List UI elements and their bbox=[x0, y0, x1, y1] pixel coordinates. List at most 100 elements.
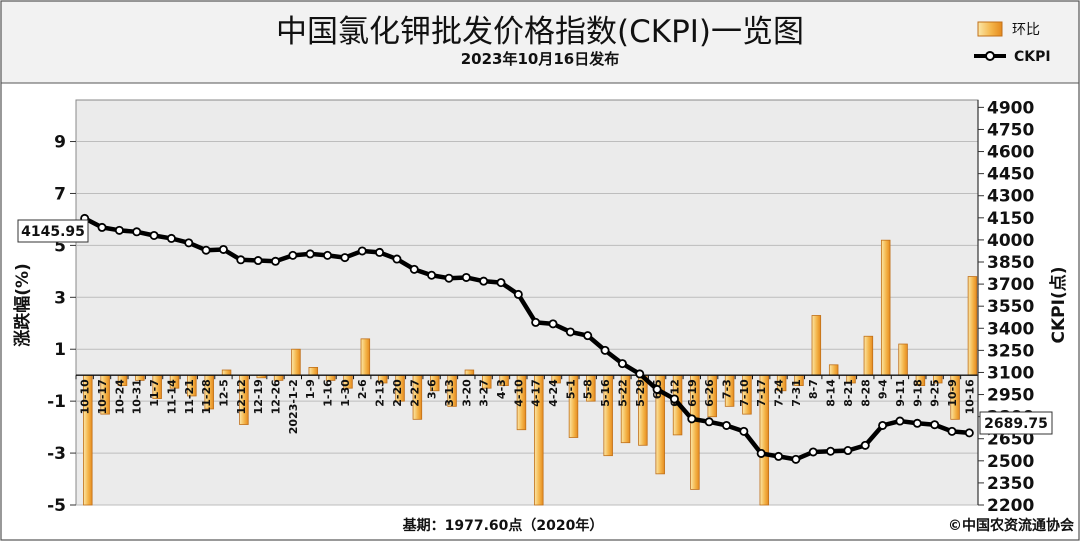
ckpi-point-12-19 bbox=[253, 256, 263, 266]
ckpi-point-10-16 bbox=[964, 428, 974, 438]
left-tick-label: 7 bbox=[54, 184, 66, 204]
bar-8-14 bbox=[828, 364, 839, 376]
left-tick-label: 1 bbox=[54, 340, 66, 360]
left-tick-label: 5 bbox=[54, 236, 66, 256]
last-value-callout: 2689.75 bbox=[979, 411, 1053, 435]
bar-2-6 bbox=[360, 338, 371, 376]
x-tick-label: 7-24 bbox=[773, 379, 786, 407]
legend-line-marker bbox=[985, 51, 995, 61]
x-tick-label: 2-6 bbox=[356, 379, 369, 399]
x-tick-label: 11-21 bbox=[183, 379, 196, 414]
right-tick-label: 4600 bbox=[987, 143, 1034, 163]
ckpi-point-3-27 bbox=[479, 276, 489, 286]
ckpi-point-7-10 bbox=[739, 426, 749, 436]
left-tick-label: -5 bbox=[47, 496, 66, 516]
source-credit: ©中国农资流通协会 bbox=[948, 517, 1075, 534]
header-band bbox=[0, 0, 1080, 84]
x-tick-label: 12-26 bbox=[269, 379, 282, 415]
ckpi-point-2-6 bbox=[357, 246, 367, 256]
ckpi-point-10-31 bbox=[132, 227, 142, 237]
x-tick-label: 2023-1-2 bbox=[287, 379, 300, 434]
ckpi-point-4-3 bbox=[496, 278, 506, 288]
ckpi-point-7-31 bbox=[791, 454, 801, 464]
ckpi-point-3-20 bbox=[461, 272, 471, 282]
ckpi-point-8-21 bbox=[843, 446, 853, 456]
ckpi-point-5-8 bbox=[583, 331, 593, 341]
right-tick-label: 2500 bbox=[987, 452, 1034, 472]
x-tick-label: 10-10 bbox=[79, 379, 92, 415]
x-tick-label: 6-19 bbox=[686, 379, 699, 407]
ckpi-point-2-13 bbox=[375, 247, 385, 257]
x-tick-label: 3-13 bbox=[443, 379, 456, 407]
last-value-label: 2689.75 bbox=[984, 416, 1048, 432]
x-axis-labels: 10-10 10-17 10-24 10-31 11-7 11-14 11-21 11-28 1… bbox=[79, 379, 977, 434]
ckpi-point-12-12 bbox=[236, 255, 246, 265]
ckpi-point-1-9 bbox=[305, 249, 315, 259]
ckpi-point-10-24 bbox=[114, 225, 124, 235]
bar-12-5 bbox=[221, 369, 232, 376]
plot-area bbox=[75, 99, 979, 506]
x-tick-label: 5-22 bbox=[616, 379, 629, 407]
x-tick-label: 1-30 bbox=[339, 379, 352, 407]
x-tick-label: 6-26 bbox=[703, 379, 716, 407]
x-tick-label: 2-27 bbox=[408, 379, 421, 407]
x-tick-label: 10-17 bbox=[96, 379, 109, 414]
x-tick-label: 9-18 bbox=[911, 379, 924, 407]
ckpi-point-6-19 bbox=[687, 414, 697, 424]
x-tick-label: 8-7 bbox=[807, 379, 820, 399]
page-title: 中国氯化钾批发价格指数(CKPI)一览图 bbox=[276, 14, 804, 50]
x-tick-label: 3-20 bbox=[460, 379, 473, 407]
x-tick-label: 4-3 bbox=[495, 379, 508, 399]
x-tick-label: 5-8 bbox=[582, 379, 595, 399]
right-tick-label: 4450 bbox=[987, 165, 1034, 185]
bar-8-7 bbox=[811, 315, 822, 376]
left-tick-label: -1 bbox=[47, 392, 66, 412]
x-tick-label: 9-11 bbox=[894, 379, 907, 407]
ckpi-point-4-24 bbox=[548, 319, 558, 329]
ckpi-point-2023-1-2 bbox=[288, 250, 298, 260]
ckpi-point-10-9 bbox=[947, 426, 957, 436]
ckpi-point-10-17 bbox=[97, 222, 107, 232]
left-tick-label: -3 bbox=[47, 444, 66, 464]
right-tick-label: 2200 bbox=[987, 496, 1034, 516]
x-tick-label: 7-3 bbox=[720, 379, 733, 399]
right-tick-label: 4150 bbox=[987, 209, 1034, 229]
ckpi-point-6-12 bbox=[669, 394, 679, 404]
x-tick-label: 10-24 bbox=[113, 379, 126, 415]
ckpi-line-series bbox=[80, 213, 974, 464]
ckpi-point-11-7 bbox=[149, 230, 159, 240]
legend: 环比 CKPI bbox=[974, 21, 1051, 65]
x-tick-label: 5-1 bbox=[564, 379, 577, 399]
x-tick-label: 10-31 bbox=[131, 379, 144, 414]
x-tick-label: 4-24 bbox=[547, 379, 560, 407]
bar-8-28 bbox=[863, 335, 874, 376]
right-tick-label: 4750 bbox=[987, 120, 1034, 140]
x-tick-label: 11-28 bbox=[200, 379, 213, 414]
x-tick-label: 5-16 bbox=[599, 379, 612, 407]
ckpi-point-4-10 bbox=[513, 289, 523, 299]
x-tick-label: 12-12 bbox=[235, 379, 248, 414]
ckpi-point-6-5 bbox=[652, 384, 662, 394]
x-tick-label: 5-29 bbox=[634, 379, 647, 407]
right-tick-label: 3550 bbox=[987, 297, 1034, 317]
x-tick-label: 11-7 bbox=[148, 379, 161, 407]
ckpi-point-5-16 bbox=[600, 345, 610, 355]
right-tick-label: 4000 bbox=[987, 231, 1034, 251]
ckpi-point-2-27 bbox=[409, 264, 419, 274]
right-tick-label: 2950 bbox=[987, 386, 1034, 406]
ckpi-point-9-18 bbox=[912, 418, 922, 428]
ckpi-point-5-29 bbox=[635, 369, 645, 379]
x-tick-label: 1-9 bbox=[304, 379, 317, 399]
bar-10-16 bbox=[967, 276, 978, 376]
ckpi-point-8-14 bbox=[826, 446, 836, 456]
x-tick-label: 9-25 bbox=[929, 379, 942, 407]
ckpi-point-6-26 bbox=[704, 417, 714, 427]
x-tick-label: 10-9 bbox=[946, 379, 959, 407]
legend-bar-swatch bbox=[977, 21, 1003, 37]
x-tick-label: 4-17 bbox=[530, 379, 543, 407]
ckpi-point-5-1 bbox=[565, 327, 575, 337]
x-tick-label: 11-14 bbox=[165, 379, 178, 415]
